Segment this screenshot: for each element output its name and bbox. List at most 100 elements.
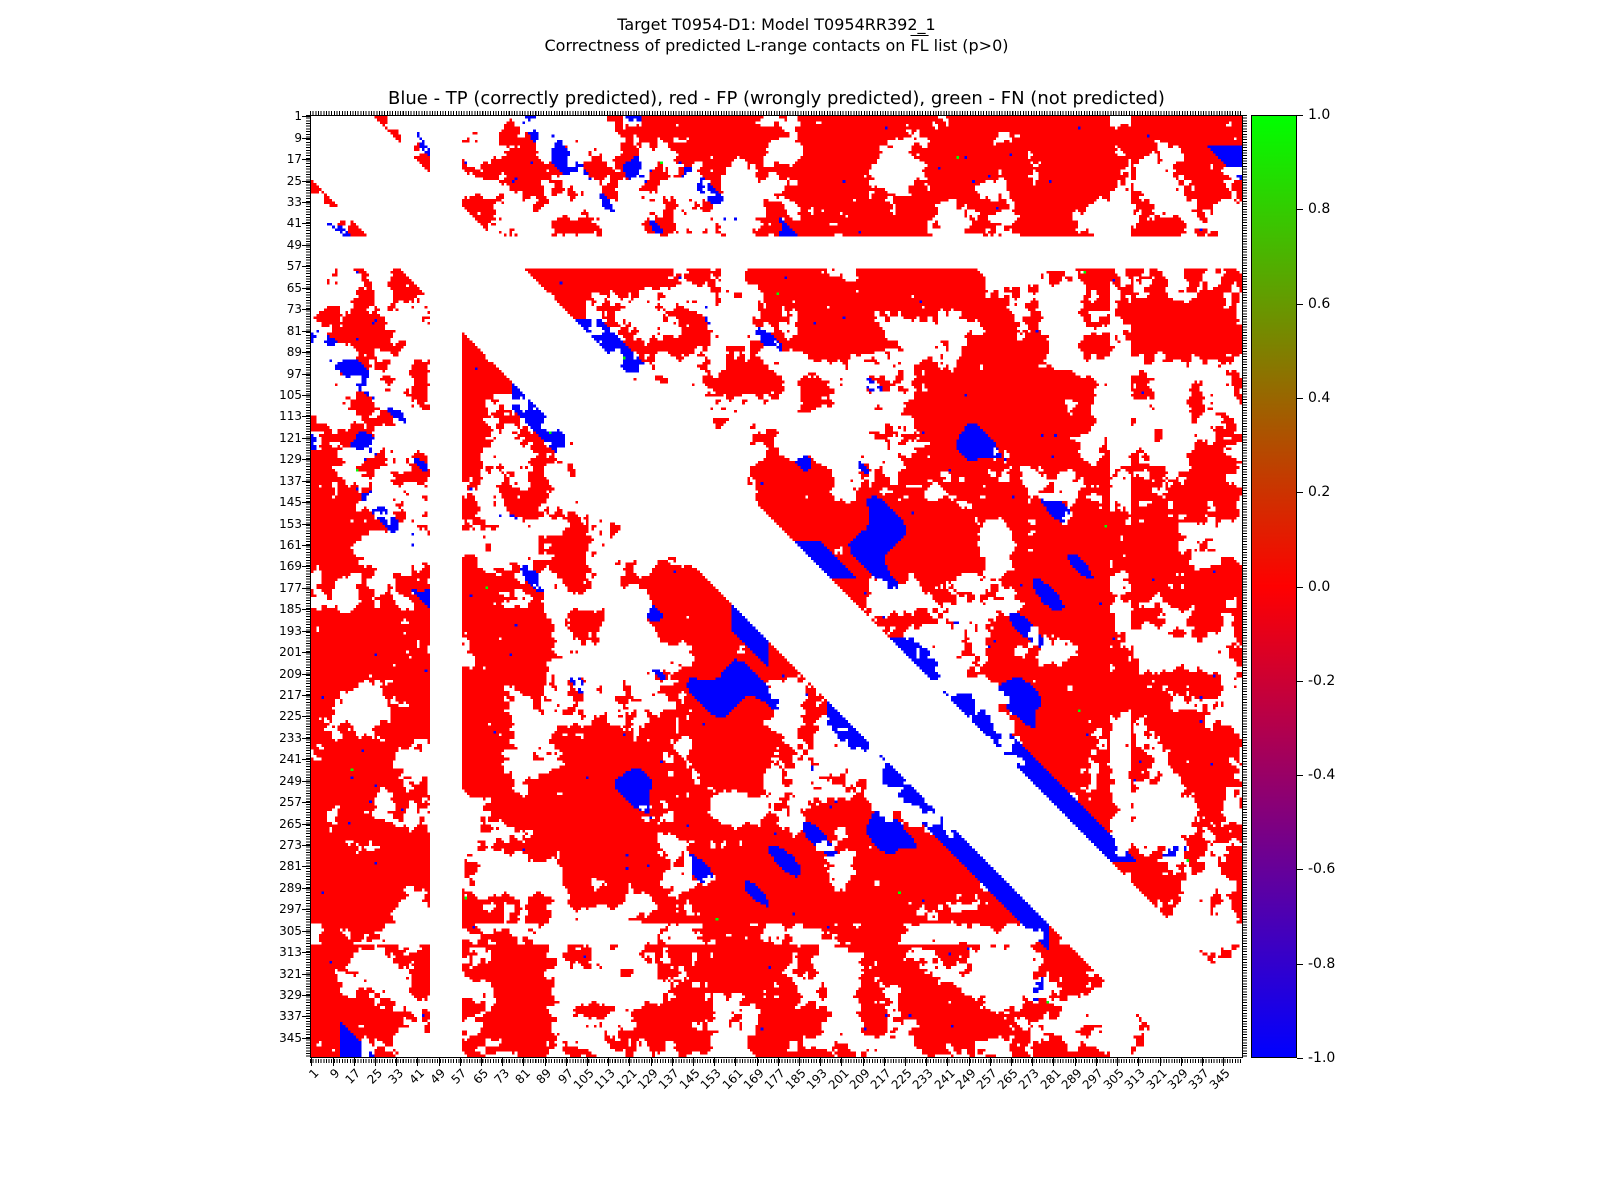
x-major-tick <box>1138 1058 1140 1066</box>
x-major-tick <box>777 1058 779 1066</box>
x-major-tick <box>1011 1058 1013 1066</box>
y-tick-label: 145 <box>279 495 302 510</box>
x-tick-label: 113 <box>592 1066 619 1093</box>
y-major-tick <box>302 502 310 504</box>
colorbar-tick <box>1297 115 1303 116</box>
y-major-tick <box>302 416 310 418</box>
y-major-tick <box>302 480 310 482</box>
y-major-tick <box>302 116 310 118</box>
y-major-tick <box>302 866 310 868</box>
x-major-tick <box>1032 1058 1034 1066</box>
y-tick-label: 129 <box>279 452 302 467</box>
y-major-tick <box>302 823 310 825</box>
y-major-tick <box>302 973 310 975</box>
colorbar-tick <box>1297 1058 1303 1059</box>
y-tick-label: 225 <box>279 709 302 724</box>
x-major-tick <box>862 1058 864 1066</box>
x-major-tick <box>544 1058 546 1066</box>
y-major-tick <box>302 523 310 525</box>
colorbar-tick <box>1297 397 1303 399</box>
colorbar-tick-label: 0.2 <box>1308 484 1331 501</box>
colorbar-tick <box>1297 586 1303 588</box>
x-tick-label: 313 <box>1122 1066 1149 1093</box>
x-axis-minor-ticks-bottom <box>310 1059 1243 1063</box>
x-major-tick <box>1095 1058 1097 1066</box>
y-major-tick <box>302 909 310 911</box>
y-tick-label: 305 <box>279 923 302 938</box>
x-tick-label: 129 <box>634 1066 661 1093</box>
y-tick-label: 105 <box>279 387 302 402</box>
x-tick-label: 169 <box>740 1066 767 1093</box>
colorbar-tick <box>1297 209 1303 211</box>
figure-title-line1: Target T0954-D1: Model T0954RR392_1 <box>617 15 936 34</box>
contact-map-canvas <box>311 116 1242 1057</box>
y-major-tick <box>302 652 310 654</box>
y-major-tick <box>302 309 310 311</box>
y-tick-label: 65 <box>286 280 302 295</box>
title-line2-overlined-FL: FL <box>910 36 929 55</box>
y-major-tick <box>302 330 310 332</box>
y-major-tick <box>302 609 310 611</box>
x-major-tick <box>502 1058 504 1066</box>
y-major-tick <box>302 587 310 589</box>
y-tick-label: 177 <box>279 580 302 595</box>
x-major-tick <box>693 1058 694 1066</box>
colorbar-gradient <box>1251 115 1297 1058</box>
y-tick-label: 337 <box>279 1009 302 1024</box>
y-major-tick <box>302 459 310 461</box>
y-tick-label: 57 <box>286 259 302 274</box>
x-major-tick <box>523 1058 525 1066</box>
colorbar-tick-label: 0.8 <box>1308 201 1331 218</box>
y-tick-label: 329 <box>279 988 302 1003</box>
y-tick-label: 233 <box>279 730 302 745</box>
y-major-tick <box>302 373 310 375</box>
x-tick-label: 153 <box>698 1066 725 1093</box>
y-major-tick <box>302 244 310 246</box>
y-major-tick <box>302 566 310 568</box>
colorbar-tick-label: -0.8 <box>1308 955 1336 972</box>
y-tick-label: 313 <box>279 945 302 960</box>
y-tick-label: 169 <box>279 559 302 574</box>
x-major-tick <box>947 1058 949 1066</box>
x-major-tick <box>565 1058 567 1066</box>
y-tick-label: 97 <box>286 366 302 381</box>
y-tick-label: 153 <box>279 516 302 531</box>
y-tick-label: 33 <box>286 195 302 210</box>
y-tick-label: 89 <box>286 345 302 360</box>
x-major-tick <box>820 1058 822 1066</box>
y-major-tick <box>302 287 310 289</box>
y-major-tick <box>302 202 310 204</box>
y-major-tick <box>302 673 310 675</box>
x-major-tick <box>671 1058 673 1066</box>
y-tick-label: 241 <box>279 752 302 767</box>
colorbar-tick <box>1297 680 1303 682</box>
x-major-tick <box>756 1058 758 1066</box>
x-major-tick <box>883 1058 885 1066</box>
x-tick-label: 121 <box>613 1066 640 1093</box>
x-major-tick <box>311 1058 313 1066</box>
y-tick-label: 1 <box>294 109 302 124</box>
x-major-tick <box>396 1058 398 1066</box>
colorbar-tick-label: -1.0 <box>1308 1050 1336 1066</box>
x-tick-label: 49 <box>427 1066 449 1087</box>
y-tick-label: 289 <box>279 880 302 895</box>
y-tick-label: 217 <box>279 687 302 702</box>
title-line2-pre: Correctness of predicted L-range contact… <box>544 36 911 55</box>
y-major-tick <box>302 352 310 354</box>
x-major-tick <box>926 1058 928 1066</box>
colorbar-tick-label: 0.6 <box>1308 295 1331 312</box>
x-tick-label: 57 <box>448 1066 470 1087</box>
x-tick-label: 161 <box>719 1066 746 1093</box>
y-tick-label: 201 <box>279 645 302 660</box>
x-major-tick <box>799 1058 801 1066</box>
x-tick-label: 321 <box>1143 1066 1170 1093</box>
y-major-tick <box>302 716 310 718</box>
colorbar-tick-label: -0.6 <box>1308 861 1336 878</box>
colorbar-tick <box>1297 963 1303 965</box>
y-major-tick <box>302 180 310 182</box>
y-tick-label: 9 <box>294 130 302 145</box>
y-tick-label: 273 <box>279 838 302 853</box>
y-tick-label: 161 <box>279 537 302 552</box>
x-major-tick <box>650 1058 652 1066</box>
x-major-tick <box>735 1058 737 1066</box>
